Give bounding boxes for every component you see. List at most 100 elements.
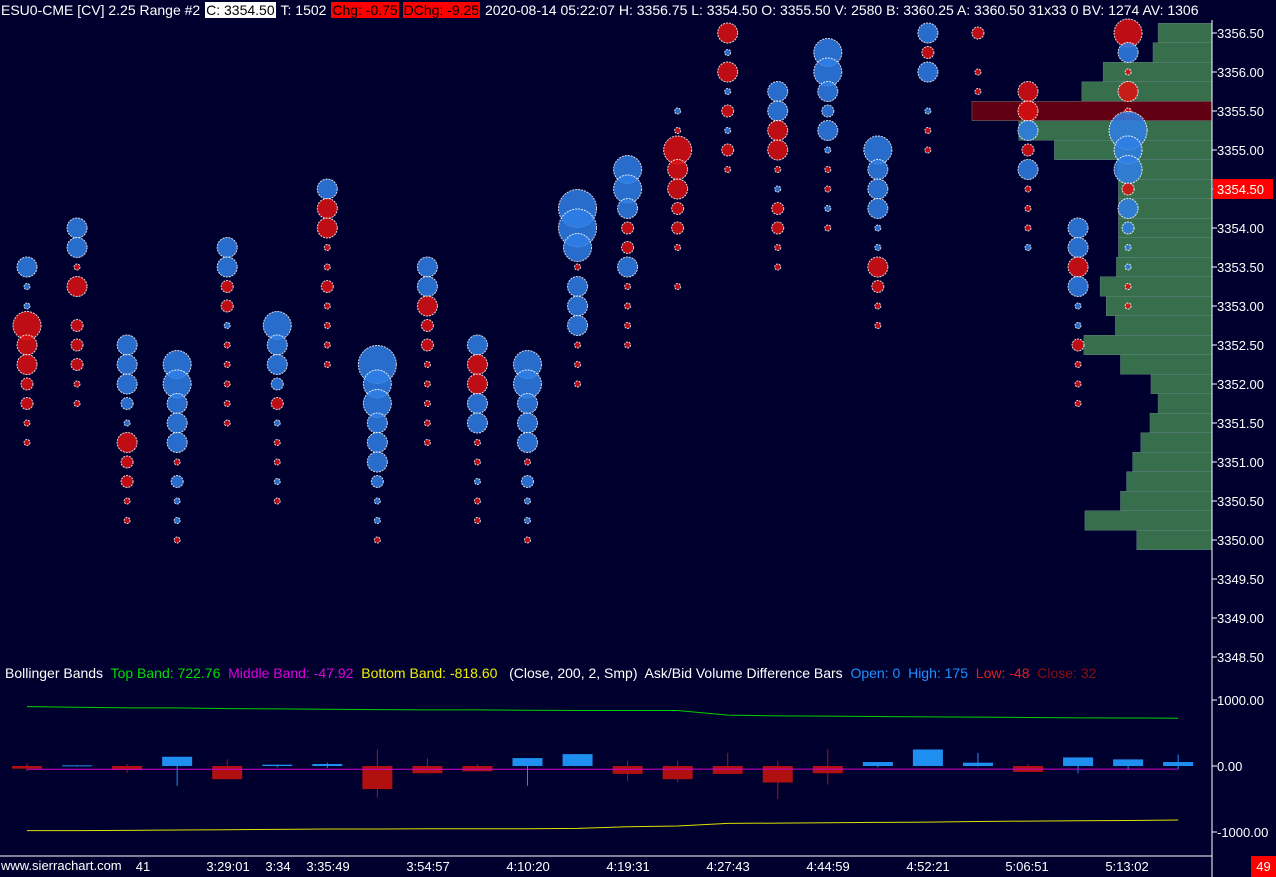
page-number-badge[interactable]: 49 [1251, 856, 1276, 877]
ask-bubble [173, 458, 181, 466]
ask-bubble [1117, 81, 1139, 102]
bid-bubble [1067, 276, 1089, 297]
time-tick-label: 4:52:21 [906, 859, 949, 874]
volume-diff-name: Ask/Bid Volume Difference Bars [644, 665, 843, 681]
profile-bar [1099, 276, 1213, 297]
volume-difference-subgraph: 1000.00 0.00 -1000.00 [12, 693, 1268, 840]
ask-bubble [717, 22, 739, 44]
ask-bubble [624, 302, 632, 310]
ask-bubble [721, 143, 735, 157]
price-tick-label: 3354.00 [1217, 221, 1264, 236]
bid-bubble [66, 237, 88, 258]
bid-bubble [1017, 159, 1039, 180]
ask-bubble [924, 146, 932, 154]
ask-bubble [671, 202, 685, 215]
profile-bar [1157, 23, 1213, 43]
indicator-legend: Bollinger Bands Top Band: 722.76 Middle … [5, 663, 1096, 683]
ask-bubble [423, 419, 431, 427]
ask-bubble [874, 302, 882, 310]
diff-bar [712, 766, 743, 774]
bid-bubble [416, 276, 438, 297]
bid-bubble [366, 432, 388, 453]
ask-bubble [1071, 338, 1085, 352]
bollinger-bottom: Bottom Band: -818.60 [361, 665, 498, 681]
ask-bubble [1124, 302, 1132, 310]
ask-bubble [273, 497, 281, 505]
ask-bubble [270, 397, 284, 410]
ask-bubble [220, 299, 234, 313]
last-price-label: 3354.50 [1217, 182, 1264, 197]
diff-bar [12, 766, 42, 769]
bid-bubble [924, 107, 932, 115]
price-tick-label: 3352.00 [1217, 377, 1264, 392]
price-tick-label: 3355.50 [1217, 104, 1264, 119]
ask-bubble [824, 166, 832, 173]
bid-bubble [567, 295, 589, 317]
bid-bubble [223, 322, 231, 329]
price-tick-label: 3348.50 [1217, 650, 1264, 665]
bid-bubble [370, 475, 384, 488]
close-value: C: 3354.50 [205, 2, 276, 18]
time-tick-label: 5:06:51 [1005, 859, 1048, 874]
ask-bubble [771, 221, 785, 235]
bollinger-top: Top Band: 722.76 [110, 665, 221, 681]
bid-bubble [173, 517, 181, 524]
bid-bubble [1124, 244, 1132, 251]
ask-bubble [70, 319, 84, 332]
time-tick-label: 4:27:43 [706, 859, 749, 874]
bollinger-lower-line [27, 819, 1179, 832]
ask-bubble [674, 127, 682, 134]
diff-bar [112, 766, 143, 770]
bid-bubble [170, 475, 184, 488]
ask-bubble [116, 432, 138, 453]
bid-bubble [23, 302, 31, 310]
ask-bubble [824, 185, 832, 193]
ask-bubble [621, 241, 635, 254]
bid-bubble [266, 354, 288, 375]
diff-bar [562, 754, 593, 766]
bid-bubble [724, 88, 732, 95]
diff-tick-label: -1000.00 [1217, 825, 1268, 840]
ask-bubble [473, 517, 481, 524]
ask-bubble [674, 283, 682, 290]
bid-bubble [366, 412, 388, 434]
volume-profile [971, 23, 1213, 550]
bid-bubble [466, 393, 488, 414]
bid-bubble [824, 205, 832, 212]
ask-bubble [771, 202, 785, 215]
diff-bar [912, 749, 943, 766]
bid-bubble [1074, 302, 1082, 310]
bollinger-params: (Close, 200, 2, Smp) [509, 665, 638, 681]
ask-bubble [223, 400, 231, 407]
ask-bubble [667, 159, 689, 180]
diff-bar [1163, 762, 1194, 766]
bid-bubble [1024, 244, 1032, 251]
diff-bar [512, 758, 543, 766]
profile-bar [1152, 42, 1213, 63]
bid-bubble [473, 478, 481, 485]
bid-bubble [216, 256, 238, 278]
bid-bubble [524, 517, 531, 524]
bid-bubble [373, 517, 381, 524]
bid-bubble [917, 22, 939, 44]
ask-bubble [420, 338, 434, 352]
bid-bubble [1121, 221, 1135, 235]
bid-bubble [867, 178, 889, 200]
price-tick-label: 3352.50 [1217, 338, 1264, 353]
profile-bar [1105, 296, 1213, 316]
volume-diff-close: Close: 32 [1037, 665, 1097, 681]
diff-bar [612, 766, 643, 774]
ask-bubble [323, 244, 331, 251]
time-tick-label: 41 [136, 859, 150, 874]
bid-bubble [173, 497, 181, 505]
ask-bubble [1024, 205, 1032, 212]
ask-bubble [466, 373, 488, 395]
time-tick-label: 4:44:59 [806, 859, 849, 874]
bid-bubble [166, 393, 188, 414]
ask-bubble [70, 358, 84, 371]
ask-bubble [73, 263, 81, 271]
bollinger-middle: Middle Band: -47.92 [228, 665, 354, 681]
bid-bubble [116, 373, 138, 395]
ask-bubble [73, 380, 81, 388]
